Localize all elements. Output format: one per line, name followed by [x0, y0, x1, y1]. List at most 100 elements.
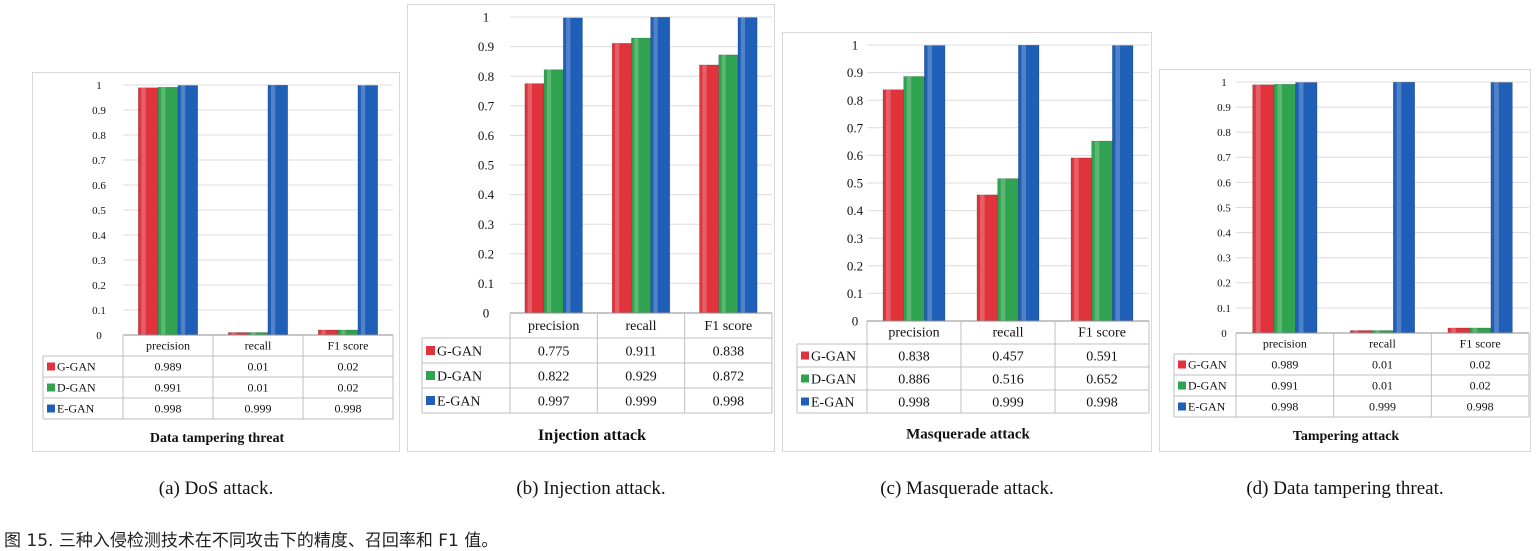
bar-e-gan [1018, 44, 1040, 322]
y-tick-label: 1 [1221, 77, 1227, 89]
chart-panel-masquerade: 0 0.1 0.2 0.3 0.4 0.5 0.6 0.7 0.8 0.9 1 precision re… [782, 32, 1152, 452]
chart-title: Data tampering threat [150, 431, 285, 446]
y-tick-label: 0.6 [847, 148, 864, 163]
bar-highlight [231, 332, 236, 335]
y-tick-label: 0.5 [1217, 202, 1231, 214]
y-tick-label: 0.8 [847, 93, 863, 108]
y-tick-label: 1 [96, 80, 102, 92]
chart-svg-masquerade: 0 0.1 0.2 0.3 0.4 0.5 0.6 0.7 0.8 0.9 1 precision re… [796, 38, 1150, 443]
legend-label: D-GAN [811, 372, 856, 387]
chart-svg-dos: 0 0.1 0.2 0.3 0.4 0.5 0.6 0.7 0.8 0.9 1 precision re… [42, 80, 394, 446]
table-value-cell: 0.999 [245, 402, 272, 416]
table-value-cell: 0.516 [992, 372, 1024, 387]
y-tick-label: 0.5 [847, 176, 863, 191]
y-tick-label: 0.3 [92, 255, 106, 267]
table-value-cell: 0.457 [992, 349, 1024, 364]
table-value-cell: 0.998 [1271, 400, 1298, 414]
legend-key-e-gan [801, 397, 809, 406]
chart-title: Masquerade attack [906, 427, 1030, 443]
bar-highlight [270, 85, 276, 335]
table-value-cell: 0.822 [538, 369, 570, 384]
bar-highlight [906, 76, 912, 321]
y-tick-label: 0.6 [1217, 177, 1231, 189]
y-tick-label: 0 [483, 306, 490, 321]
y-tick-label: 0.9 [92, 105, 106, 117]
x-category-label: F1 score [328, 338, 369, 352]
table-value-cell: 0.999 [992, 395, 1024, 410]
y-tick-label: 0 [1221, 328, 1227, 340]
bar-highlight [341, 330, 346, 335]
x-category-label: precision [888, 326, 939, 341]
x-category-label: recall [1369, 336, 1396, 350]
y-tick-label: 0.7 [92, 155, 106, 167]
table-value-cell: 0.998 [713, 394, 745, 409]
table-value-cell: 0.989 [1271, 358, 1298, 372]
y-tick-label: 0.4 [92, 230, 106, 242]
bar-highlight [702, 64, 707, 313]
y-tick-label: 0.7 [1217, 152, 1231, 164]
y-tick-label: 0.9 [1217, 102, 1231, 114]
bar-highlight [251, 332, 256, 335]
y-tick-label: 0.2 [1217, 278, 1231, 290]
bar-g-gan [1252, 84, 1275, 334]
x-category-label: recall [992, 326, 1023, 341]
y-tick-label: 0.7 [478, 98, 495, 113]
table-value-cell: 0.998 [1086, 395, 1118, 410]
x-category-label: recall [625, 319, 656, 334]
bar-highlight [1472, 327, 1478, 333]
table-value-cell: 0.02 [338, 360, 359, 374]
table-value-cell: 0.886 [898, 372, 930, 387]
figure-caption: 图 15. 三种入侵检测技术在不同攻击下的精度、召回率和 F1 值。 [4, 531, 499, 551]
table-value-cell: 0.838 [713, 344, 745, 359]
legend-key-e-gan [47, 404, 55, 413]
x-category-label: precision [1263, 336, 1307, 350]
subfigure-caption-b: (b) Injection attack. [516, 478, 666, 499]
chart-svg-tampering: 0 0.1 0.2 0.3 0.4 0.5 0.6 0.7 0.8 0.9 1 precision re… [1173, 77, 1530, 444]
y-tick-label: 0.9 [478, 39, 494, 54]
bar-highlight [1277, 84, 1283, 333]
subfigure-caption-c: (c) Masquerade attack. [880, 478, 1054, 499]
table-value-cell: 0.01 [248, 360, 269, 374]
bar-highlight [886, 89, 891, 321]
x-category-label: F1 score [1460, 336, 1501, 350]
y-tick-label: 0.1 [478, 276, 494, 291]
table-value-cell: 0.775 [538, 344, 570, 359]
y-tick-label: 0.1 [847, 286, 863, 301]
table-value-cell: 0.998 [898, 395, 930, 410]
legend-key-g-gan [801, 351, 809, 360]
bar-highlight [1074, 157, 1079, 321]
legend-key-e-gan [1178, 402, 1186, 411]
legend-key-g-gan [1178, 360, 1186, 369]
bar-highlight [546, 69, 552, 313]
table-value-cell: 0.999 [625, 394, 657, 409]
chart-group: 0 0.1 0.2 0.3 0.4 0.5 0.6 0.7 0.8 0.9 1 precision re… [421, 10, 773, 444]
table-value-cell: 0.02 [1470, 379, 1491, 393]
y-tick-label: 0 [852, 314, 859, 329]
table-value-cell: 0.02 [338, 381, 359, 395]
y-tick-label: 0.8 [1217, 127, 1231, 139]
bar-e-gan [924, 45, 946, 322]
table-value-cell: 0.652 [1086, 372, 1118, 387]
y-tick-label: 0.8 [478, 69, 494, 84]
legend-key-d-gan [1178, 381, 1186, 390]
bar-highlight [527, 83, 532, 313]
y-tick-label: 1 [483, 10, 490, 25]
legend-key-d-gan [426, 371, 435, 380]
legend-key-g-gan [426, 346, 435, 355]
bar-g-gan [882, 89, 904, 322]
y-tick-label: 0.2 [478, 246, 494, 261]
bar-highlight [1353, 330, 1359, 333]
bar-highlight [1494, 82, 1499, 333]
legend-label: G-GAN [1188, 358, 1227, 372]
y-tick-label: 0.1 [1217, 303, 1231, 315]
y-tick-label: 0.9 [847, 65, 863, 80]
table-value-cell: 0.01 [248, 381, 269, 395]
y-tick-label: 0.2 [847, 258, 863, 273]
bar-highlight [1451, 327, 1456, 333]
bar-highlight [321, 330, 326, 335]
legend-label: D-GAN [437, 369, 482, 384]
bar-highlight [180, 85, 186, 335]
bar-highlight [740, 17, 746, 313]
y-tick-label: 0.4 [478, 187, 495, 202]
bar-d-gan [1091, 140, 1113, 322]
